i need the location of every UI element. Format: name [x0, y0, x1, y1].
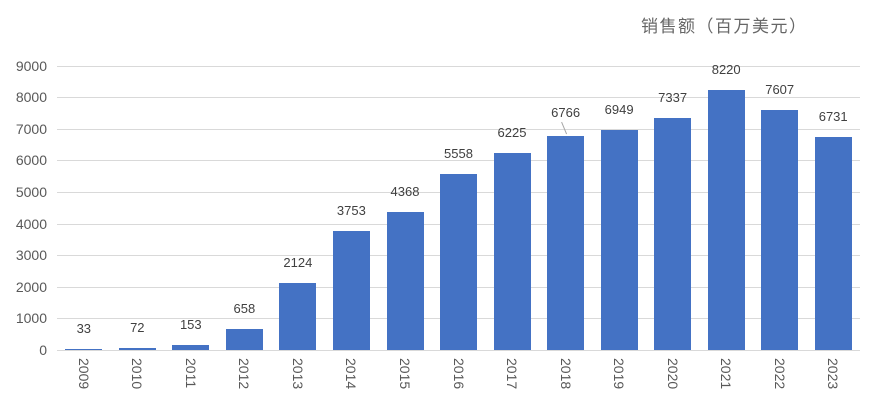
bar-2017 — [493, 153, 531, 350]
y-axis-tick-label: 7000 — [15, 120, 47, 137]
bar-2010 — [118, 347, 156, 350]
gridline-y6000 — [57, 160, 860, 162]
y-axis-tick-label: 9000 — [15, 57, 47, 74]
bar-2019 — [600, 130, 638, 350]
data-label-2018: 6766 — [551, 105, 581, 121]
x-axis-tick-label-2016: 2016 — [450, 358, 467, 390]
bar-2013 — [279, 282, 317, 350]
x-axis-tick-label-2018: 2018 — [557, 358, 574, 390]
y-axis-tick-label: 6000 — [15, 152, 47, 169]
bar-2015 — [386, 211, 424, 350]
bar-2021 — [707, 90, 745, 350]
gridline-y8000 — [57, 97, 860, 99]
x-axis-tick-label-2009: 2009 — [75, 358, 92, 390]
x-axis-tick-label-2015: 2015 — [397, 358, 413, 390]
data-label-2021: 8220 — [711, 62, 741, 78]
y-axis-tick-label: 5000 — [15, 183, 47, 200]
x-axis-tick-label-2011: 2011 — [182, 358, 199, 389]
gridline-y9000 — [57, 65, 860, 67]
x-axis-tick-label-2019: 2019 — [611, 358, 628, 390]
data-label-2013: 2124 — [283, 254, 313, 270]
data-label-2020: 7337 — [658, 90, 688, 106]
x-axis-tick-label-2010: 2010 — [129, 358, 146, 390]
bar-2011 — [172, 345, 210, 350]
bar-2022 — [761, 109, 799, 350]
data-label-2010: 72 — [130, 319, 145, 335]
y-axis-tick-label: 4000 — [15, 215, 47, 232]
bar-2012 — [225, 329, 263, 350]
data-label-2015: 4368 — [390, 183, 420, 199]
chart-title: 销售额（百万美元） — [641, 17, 808, 36]
data-label-2022: 7607 — [765, 81, 795, 97]
x-axis-tick-label-2017: 2017 — [504, 358, 520, 390]
data-label-2014: 3753 — [336, 203, 366, 219]
data-label-2012: 658 — [233, 301, 256, 317]
data-label-2016: 5558 — [444, 146, 473, 162]
y-axis-tick-label: 2000 — [15, 278, 47, 295]
bar-2016 — [440, 174, 477, 350]
gridline-y0 — [57, 350, 860, 351]
gridline-y7000 — [57, 128, 860, 130]
x-axis-tick-label-2021: 2021 — [718, 358, 735, 390]
x-axis-tick-label-2023: 2023 — [825, 358, 842, 390]
bar-2023 — [814, 137, 852, 350]
y-axis-tick-label: 8000 — [15, 89, 47, 106]
bar-2020 — [654, 118, 692, 350]
x-axis-tick-label-2012: 2012 — [236, 358, 253, 390]
bar-2018 — [547, 136, 585, 350]
x-axis-tick-label-2013: 2013 — [289, 358, 306, 390]
y-axis-tick-label: 3000 — [15, 247, 47, 264]
x-axis-tick-label-2020: 2020 — [664, 358, 681, 390]
data-label-2019: 6949 — [604, 102, 634, 118]
data-label-2017: 6225 — [497, 125, 527, 141]
x-axis-tick-label-2014: 2014 — [343, 358, 360, 390]
bar-2009 — [65, 349, 103, 350]
y-axis-tick-label: 0 — [39, 342, 47, 358]
x-axis-tick-label-2022: 2022 — [771, 358, 788, 390]
data-label-2011: 153 — [179, 317, 202, 333]
data-label-2009: 33 — [76, 321, 92, 336]
bar-2014 — [332, 231, 370, 350]
data-label-2023: 6731 — [818, 109, 848, 125]
y-axis-tick-label: 1000 — [15, 310, 47, 327]
